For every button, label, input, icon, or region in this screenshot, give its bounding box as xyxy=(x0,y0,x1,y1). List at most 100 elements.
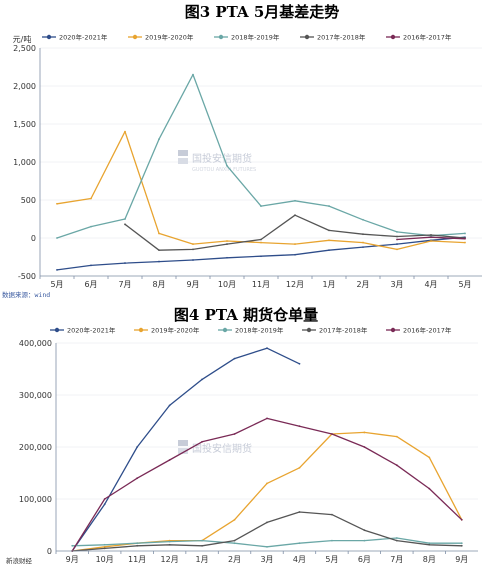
data-point xyxy=(395,537,398,539)
data-point xyxy=(201,539,203,542)
data-point xyxy=(362,246,364,249)
data-point xyxy=(192,243,194,245)
data-point xyxy=(395,435,398,438)
chart1-watermark-text: 国投安信期货 xyxy=(192,152,252,165)
data-point xyxy=(395,539,398,542)
data-point xyxy=(395,464,398,467)
x-tick-label: 9月 xyxy=(455,555,468,564)
data-point xyxy=(266,417,268,420)
x-tick-label: 11月 xyxy=(252,280,270,289)
data-point xyxy=(266,482,268,485)
data-point xyxy=(71,544,74,547)
x-tick-label: 1月 xyxy=(322,280,335,289)
x-tick-label: 5月 xyxy=(458,280,471,289)
data-point xyxy=(158,138,160,141)
chart2-title: 图4 PTA 期货仓单量 xyxy=(174,306,318,324)
x-tick-label: 12月 xyxy=(286,280,304,289)
series-line-0 xyxy=(71,347,300,552)
series-line-1 xyxy=(72,431,463,552)
x-tick-label: 6月 xyxy=(84,280,97,289)
data-point xyxy=(331,539,333,542)
data-point xyxy=(260,238,262,241)
data-point xyxy=(396,248,398,251)
data-point xyxy=(192,73,194,76)
legend-label: 2020年-2021年 xyxy=(67,326,116,335)
data-point xyxy=(233,542,236,545)
data-point xyxy=(233,357,236,360)
y-tick-label: 2,000 xyxy=(13,82,36,91)
data-point xyxy=(103,543,106,546)
data-point xyxy=(363,529,366,532)
data-point xyxy=(233,433,236,435)
data-point xyxy=(428,456,431,459)
x-tick-label: 12月 xyxy=(161,555,179,564)
data-point xyxy=(260,241,262,244)
chart1-legend: 2020年-2021年 2019年-2020年 2018年-2019年 2017年-2… xyxy=(42,33,452,42)
data-point xyxy=(201,378,203,381)
data-point xyxy=(428,487,431,490)
data-point xyxy=(294,243,296,245)
y-tick-label: 300,000 xyxy=(19,391,52,400)
x-tick-label: 7月 xyxy=(118,280,131,289)
chart2-axes: 400,000 300,000 200,000 100,000 0 9月 10月 11月 12月… xyxy=(19,339,478,564)
legend-marker xyxy=(222,327,228,333)
data-point xyxy=(294,214,296,217)
series-line-3 xyxy=(72,511,462,552)
data-point xyxy=(56,237,58,239)
source-note: 数据来源：wind xyxy=(2,290,50,299)
data-point xyxy=(168,459,171,461)
x-tick-label: 2月 xyxy=(356,280,369,289)
corner-watermark: 新浪财经 xyxy=(6,556,33,565)
legend-marker xyxy=(54,327,60,333)
x-tick-label: 10月 xyxy=(218,280,236,289)
data-point xyxy=(103,503,106,506)
x-tick-label: 6月 xyxy=(358,555,371,564)
legend-label: 2020年-2021年 xyxy=(59,33,108,42)
data-point xyxy=(226,240,228,242)
data-point xyxy=(226,164,228,167)
x-tick-label: 8月 xyxy=(152,280,165,289)
data-point xyxy=(103,547,106,550)
x-tick-label: 4月 xyxy=(293,555,306,564)
data-point xyxy=(168,543,171,546)
legend-marker xyxy=(218,34,224,40)
data-point xyxy=(136,542,139,545)
y-tick-label: 1,000 xyxy=(13,158,36,167)
data-point xyxy=(136,477,139,480)
legend-marker xyxy=(304,34,310,40)
data-point xyxy=(90,225,92,228)
legend-marker xyxy=(390,327,396,333)
data-point xyxy=(396,238,398,241)
data-point xyxy=(168,540,171,543)
data-point xyxy=(294,199,296,202)
chart1-watermark: 国投安信期货 GUOTOU ANXIN FUTURES xyxy=(178,150,256,173)
data-point xyxy=(362,233,364,236)
data-point xyxy=(362,218,364,221)
data-point xyxy=(464,241,466,244)
data-point xyxy=(124,223,126,226)
data-point xyxy=(328,239,330,242)
data-point xyxy=(124,262,126,264)
data-point xyxy=(226,243,228,245)
data-point xyxy=(428,543,431,546)
y-tick-label: -500 xyxy=(18,272,36,281)
data-point xyxy=(328,205,330,207)
data-point xyxy=(363,446,366,448)
legend-marker xyxy=(306,327,312,333)
chart2-legend: 2020年-2021年 2019年-2020年 2018年-2019年 2017年-2… xyxy=(50,326,452,335)
data-point xyxy=(363,539,366,542)
data-point xyxy=(158,249,160,252)
data-point xyxy=(460,542,463,545)
x-tick-label: 5月 xyxy=(50,280,63,289)
data-point xyxy=(266,347,268,350)
legend-marker xyxy=(138,327,144,333)
data-point xyxy=(266,545,268,548)
legend-marker xyxy=(390,34,396,40)
data-point xyxy=(396,231,398,233)
data-point xyxy=(396,243,398,245)
x-tick-label: 1月 xyxy=(196,555,209,564)
series-line-2 xyxy=(72,537,462,548)
data-point xyxy=(260,255,262,258)
x-tick-label: 7月 xyxy=(390,555,403,564)
data-point xyxy=(90,264,92,267)
